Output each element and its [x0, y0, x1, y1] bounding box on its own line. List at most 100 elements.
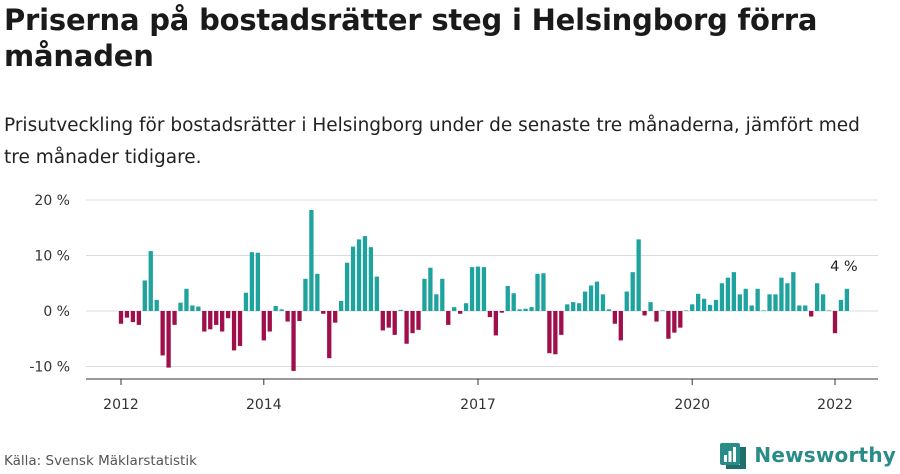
bar	[291, 311, 296, 371]
bar	[809, 311, 814, 317]
bar	[577, 303, 582, 311]
chart-subtitle: Prisutveckling för bostadsrätter i Helsi…	[4, 115, 860, 168]
bar	[684, 310, 689, 312]
bar	[172, 311, 177, 325]
bar	[154, 299, 159, 311]
bar	[261, 311, 266, 341]
bar	[440, 278, 445, 311]
bar	[267, 311, 272, 332]
bar	[285, 311, 290, 322]
bar	[588, 285, 594, 311]
bar	[130, 311, 136, 323]
bar	[273, 306, 278, 311]
bar	[553, 311, 558, 355]
bar	[832, 311, 838, 334]
bar	[499, 311, 504, 313]
bar	[142, 280, 147, 311]
bar	[398, 309, 403, 311]
bar	[333, 311, 338, 323]
bar	[582, 291, 588, 311]
bar	[707, 304, 713, 311]
bar	[178, 302, 183, 311]
x-tick-label: 2022	[817, 397, 853, 413]
bar	[755, 288, 760, 311]
bar	[696, 293, 701, 311]
bar	[481, 267, 487, 311]
bar	[190, 305, 195, 311]
bar	[785, 283, 790, 311]
bar	[297, 311, 302, 321]
bar	[220, 311, 225, 332]
bar	[767, 294, 772, 311]
bar	[321, 311, 326, 314]
bar	[124, 311, 130, 318]
bar	[660, 310, 665, 312]
bar	[844, 288, 850, 311]
bar	[618, 311, 623, 341]
bar	[791, 272, 796, 311]
bar	[487, 311, 493, 318]
y-tick-label: -10 %	[29, 360, 70, 376]
bar	[666, 311, 671, 339]
bar	[600, 294, 606, 311]
bar	[344, 262, 350, 311]
bar	[309, 209, 314, 311]
bar	[136, 311, 141, 325]
annotations: 4 %	[830, 259, 858, 275]
bar	[249, 252, 255, 311]
bar	[731, 272, 736, 311]
bar	[517, 309, 522, 311]
source-note: Källa: Svensk Mäklarstatistik	[4, 453, 197, 469]
bar	[225, 311, 231, 319]
bar	[672, 311, 677, 333]
bar	[410, 311, 415, 334]
bar	[279, 309, 284, 311]
bar	[690, 304, 695, 311]
bar	[606, 309, 612, 311]
brand-name: Newsworthy	[754, 443, 896, 467]
bar	[493, 311, 498, 336]
bar	[701, 298, 707, 311]
bar	[231, 311, 237, 351]
y-tick-label: 20 %	[34, 193, 70, 209]
bar	[469, 267, 475, 311]
bar	[463, 303, 469, 311]
bar	[523, 308, 528, 311]
y-tick-label: 10 %	[34, 249, 70, 265]
bar	[737, 294, 742, 311]
bar	[118, 311, 124, 324]
bar	[779, 277, 784, 311]
bar	[452, 307, 457, 311]
x-tick-label: 2017	[460, 397, 496, 413]
bar	[356, 239, 362, 311]
bar	[214, 311, 219, 325]
chart-title: Priserna på bostadsrätter steg i Helsing…	[4, 3, 818, 73]
bar	[713, 299, 719, 311]
bar	[368, 247, 374, 311]
bar	[362, 236, 368, 311]
bar	[559, 311, 564, 335]
bar	[475, 266, 481, 311]
bar	[350, 246, 356, 311]
bar	[636, 239, 641, 311]
bar	[815, 283, 820, 311]
latest-value-label: 4 %	[830, 259, 858, 275]
bar	[529, 307, 534, 311]
bar	[166, 311, 171, 368]
bar	[184, 288, 189, 311]
bar	[678, 311, 683, 328]
bar	[237, 311, 243, 346]
bar	[571, 302, 576, 311]
bar	[416, 311, 421, 330]
bar	[303, 278, 308, 311]
y-axis-ticks: 20 % 10 % 0 % -10 %	[29, 193, 70, 376]
bar	[505, 286, 510, 311]
bar	[315, 273, 320, 311]
bar	[160, 311, 165, 356]
bar	[446, 311, 451, 325]
bar	[422, 278, 427, 311]
bar	[386, 311, 391, 328]
bar	[719, 283, 725, 311]
bar	[208, 311, 213, 330]
